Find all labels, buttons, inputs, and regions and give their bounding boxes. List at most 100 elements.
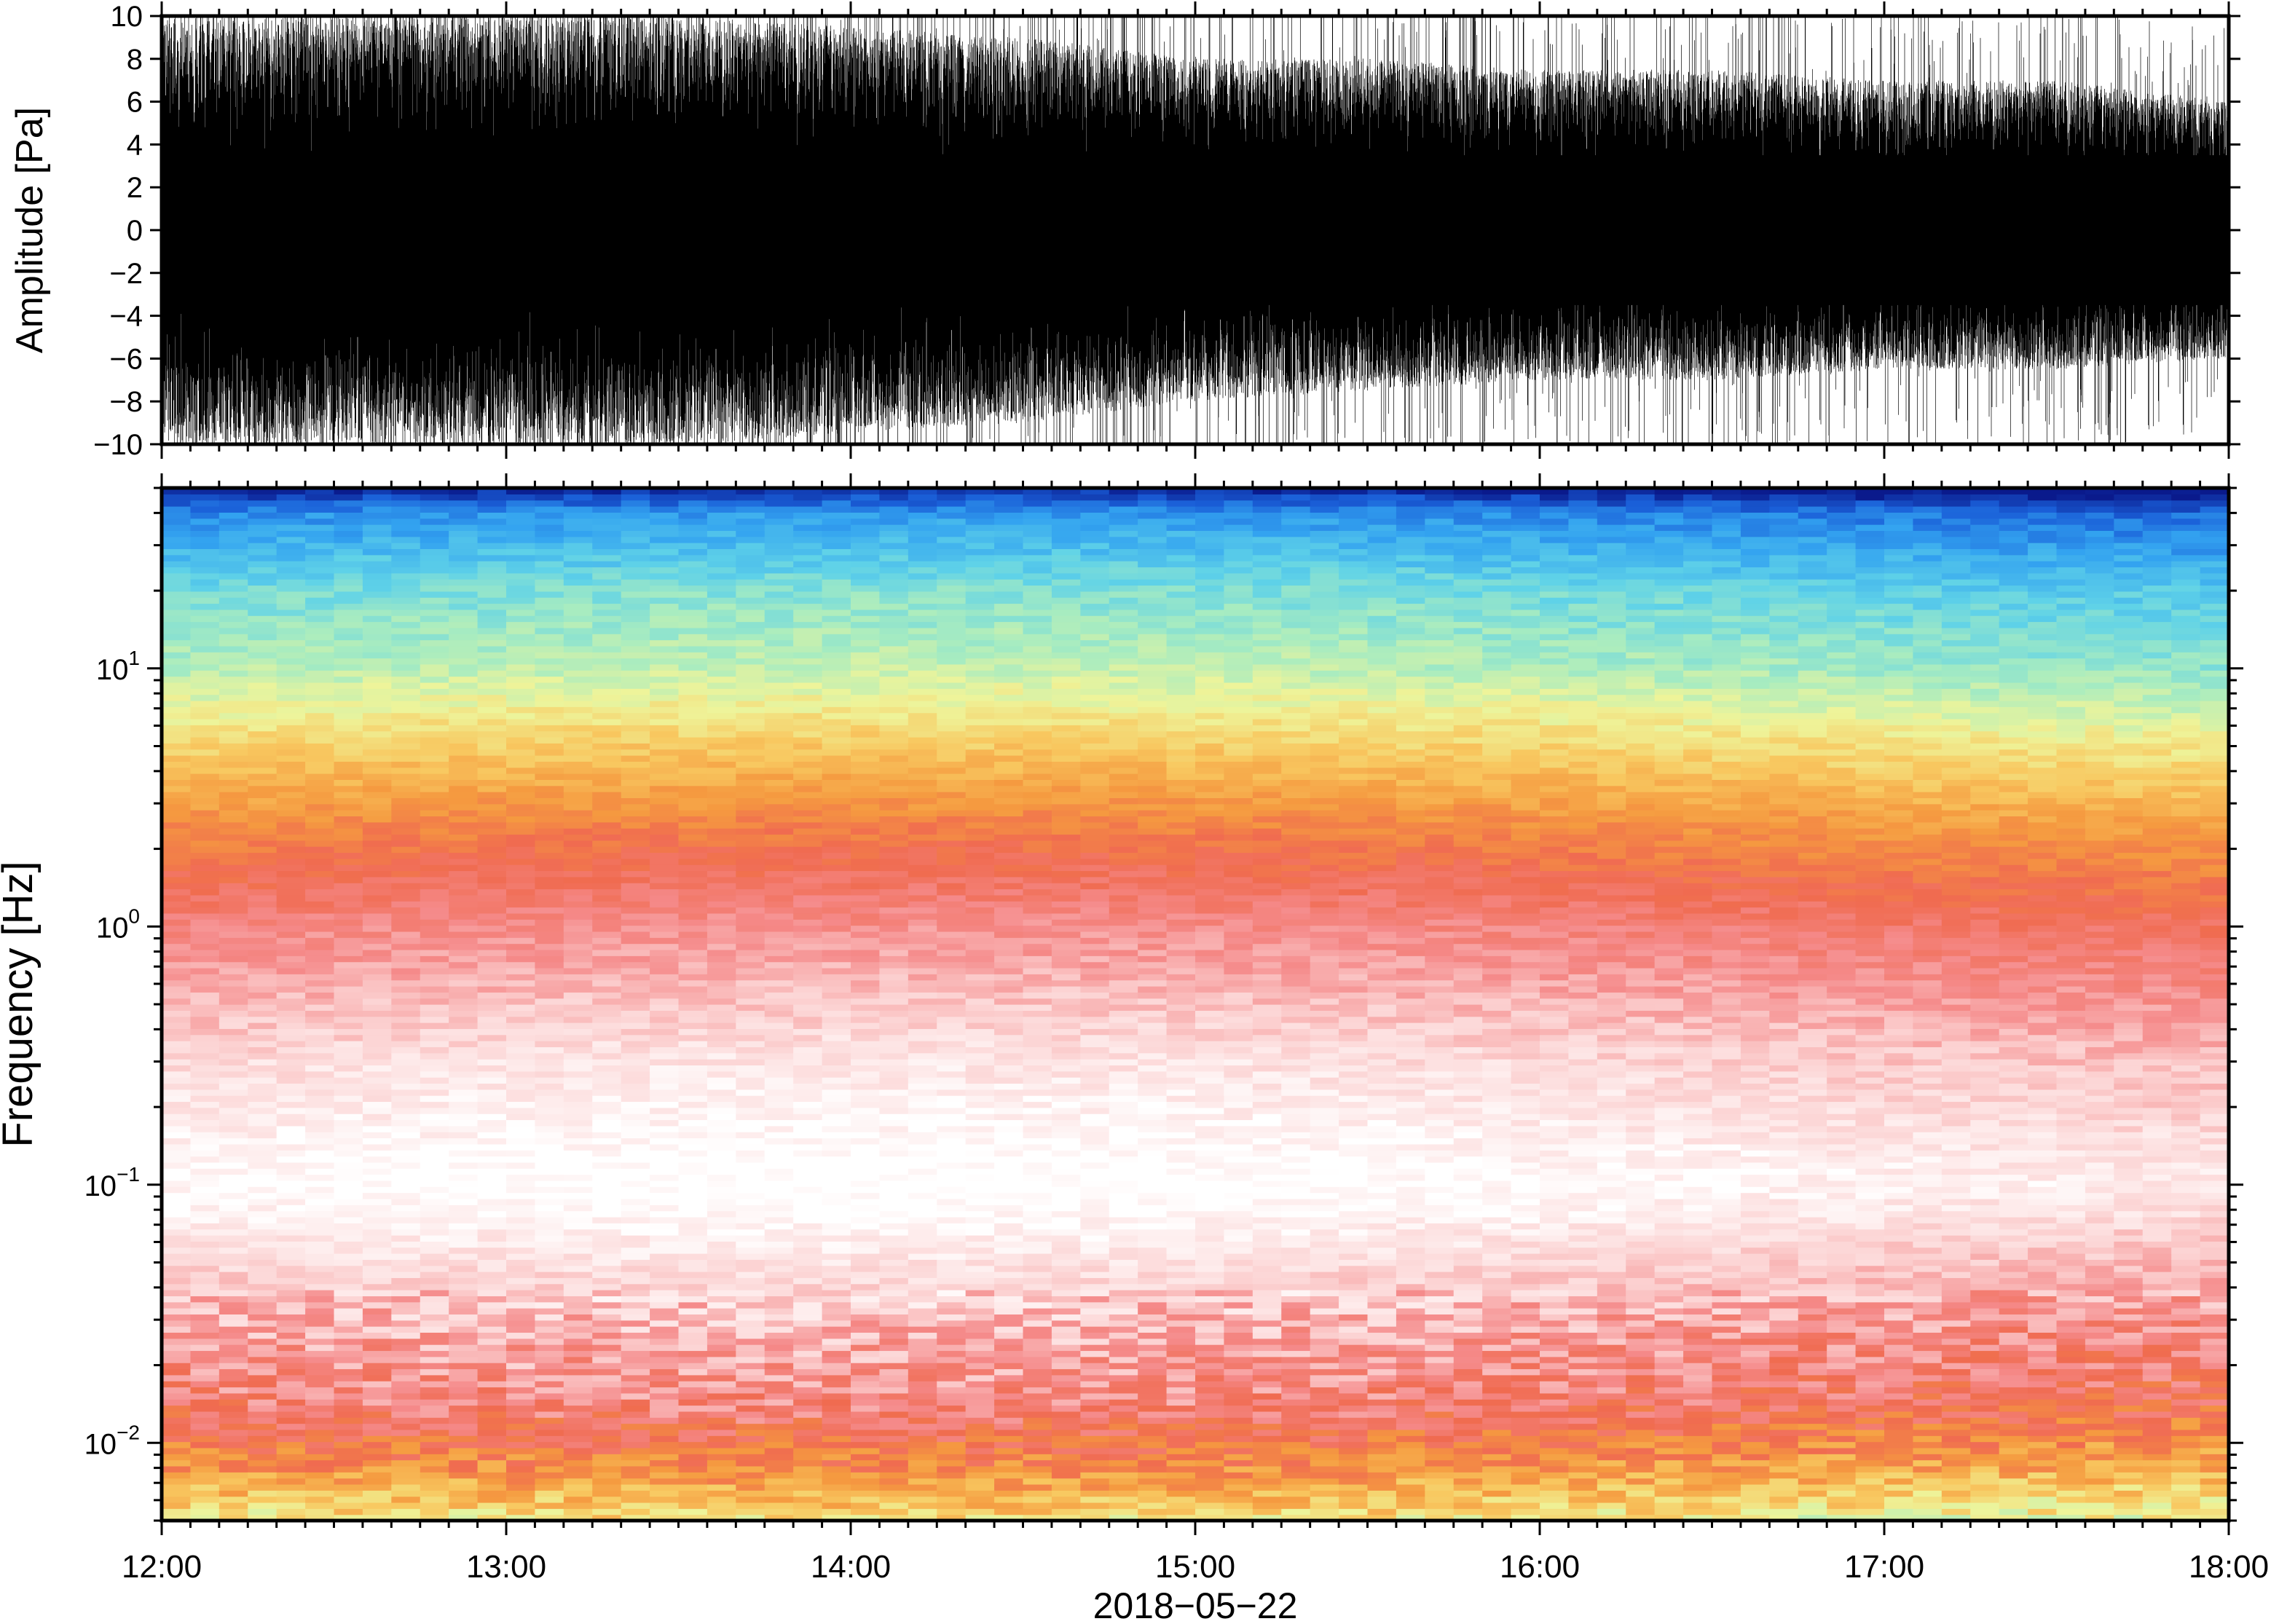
spectrogram-cell <box>965 1381 995 1388</box>
spectrogram-cell <box>650 1216 680 1223</box>
spectrogram-cell <box>592 1132 622 1139</box>
spectrogram-cell <box>477 639 507 647</box>
spectrogram-cell <box>851 1417 881 1424</box>
spectrogram-cell <box>908 1514 937 1521</box>
spectrogram-cell <box>391 1046 421 1054</box>
spectrogram-cell <box>362 967 392 974</box>
spectrogram-cell <box>621 639 650 647</box>
spectrogram-cell <box>334 1162 363 1169</box>
spectrogram-cell <box>994 1447 1024 1454</box>
spectrogram-cell <box>937 1198 967 1205</box>
spectrogram-cell <box>305 658 335 665</box>
spectrogram-cell <box>334 992 363 999</box>
spectrogram-cell <box>764 1459 794 1467</box>
spectrogram-cell <box>736 1059 765 1066</box>
spectrogram-cell <box>793 1095 823 1103</box>
spectrogram-cell <box>535 1454 564 1461</box>
spectrogram-cell <box>650 1290 680 1296</box>
spectrogram-cell <box>219 767 248 774</box>
spectrogram-cell <box>736 852 765 859</box>
spectrogram-cell <box>563 736 593 744</box>
spectrogram-cell <box>391 1216 421 1223</box>
spectrogram-cell <box>678 572 708 580</box>
spectrogram-cell <box>506 1454 536 1461</box>
spectrogram-cell <box>908 1089 937 1096</box>
spectrogram-cell <box>908 1272 937 1278</box>
spectrogram-cell <box>678 1162 708 1169</box>
spectrogram-cell <box>707 1459 736 1467</box>
spectrogram-cell <box>162 1083 192 1090</box>
spectrogram-cell <box>334 591 363 598</box>
spectrogram-cell <box>362 816 392 823</box>
spectrogram-cell <box>334 1405 363 1412</box>
spectrogram-cell <box>937 785 967 792</box>
spectrogram-cell <box>162 803 192 811</box>
spectrogram-cell <box>764 1265 794 1272</box>
spectrogram-cell <box>621 1052 650 1060</box>
spectrogram-cell <box>219 1150 248 1157</box>
spectrogram-cell <box>506 1435 536 1443</box>
spectrogram-cell <box>707 524 736 531</box>
spectrogram-cell <box>908 821 937 829</box>
spectrogram-cell <box>535 907 564 914</box>
spectrogram-cell <box>822 1065 851 1072</box>
spectrogram-cell <box>965 1435 995 1443</box>
spectrogram-cell <box>449 1411 479 1418</box>
spectrogram-cell <box>305 834 335 841</box>
spectrogram-cell <box>994 1478 1024 1485</box>
spectrogram-cell <box>162 603 192 610</box>
spectrogram-cell <box>477 700 507 707</box>
spectrogram-cell <box>764 1041 794 1047</box>
spectrogram-cell <box>219 548 248 556</box>
spectrogram-cell <box>162 1034 192 1041</box>
spectrogram-cell <box>248 992 278 999</box>
spectrogram-cell <box>362 1095 392 1103</box>
spectrogram-cell <box>506 670 536 677</box>
spectrogram-cell <box>449 572 479 580</box>
spectrogram-cell <box>305 925 335 932</box>
spectrogram-cell <box>276 925 306 932</box>
spectrogram-cell <box>621 1368 650 1376</box>
spectrogram-cell <box>793 1168 823 1175</box>
spectrogram-cell <box>736 1332 765 1339</box>
spectrogram-cell <box>449 1180 479 1187</box>
spectrogram-cell <box>305 992 335 999</box>
spectrogram-cell <box>162 1016 192 1023</box>
spectrogram-cell <box>621 1174 650 1181</box>
spectrogram-cell <box>621 961 650 969</box>
spectrogram-cell <box>190 1441 220 1448</box>
spectrogram-cell <box>563 998 593 1005</box>
spectrogram-cell <box>851 548 881 556</box>
spectrogram-cell <box>506 548 536 556</box>
spectrogram-cell <box>334 1192 363 1199</box>
spectrogram-cell <box>793 1332 823 1339</box>
spectrogram-cell <box>736 992 765 999</box>
spectrogram-cell <box>506 1290 536 1296</box>
spectrogram-cell <box>650 536 680 543</box>
spectrogram-cell <box>822 1119 851 1127</box>
spectrogram-cell <box>678 1490 708 1497</box>
spectrogram-cell <box>822 985 851 993</box>
spectrogram-cell <box>851 894 881 902</box>
spectrogram-cell <box>449 883 479 890</box>
spectrogram-cell <box>937 1301 967 1309</box>
spectrogram-cell <box>678 718 708 725</box>
spectrogram-cell <box>477 1071 507 1078</box>
spectrogram-cell <box>535 1101 564 1108</box>
spectrogram-cell <box>937 919 967 926</box>
spectrogram-cell <box>362 1465 392 1473</box>
spectrogram-cell <box>822 712 851 720</box>
spectrogram-cell <box>219 1399 248 1406</box>
spectrogram-cell <box>764 912 794 920</box>
spectrogram-cell <box>477 1417 507 1424</box>
spectrogram-cell <box>391 554 421 561</box>
spectrogram-cell <box>736 1119 765 1127</box>
spectrogram-cell <box>276 652 306 659</box>
spectrogram-cell <box>650 1198 680 1205</box>
spectrogram-cell <box>449 821 479 829</box>
spectrogram-cell <box>650 506 680 513</box>
spectrogram-cell <box>563 1496 593 1503</box>
spectrogram-cell <box>391 979 421 987</box>
spectrogram-cell <box>592 524 622 531</box>
spectrogram-cell <box>420 1435 449 1443</box>
